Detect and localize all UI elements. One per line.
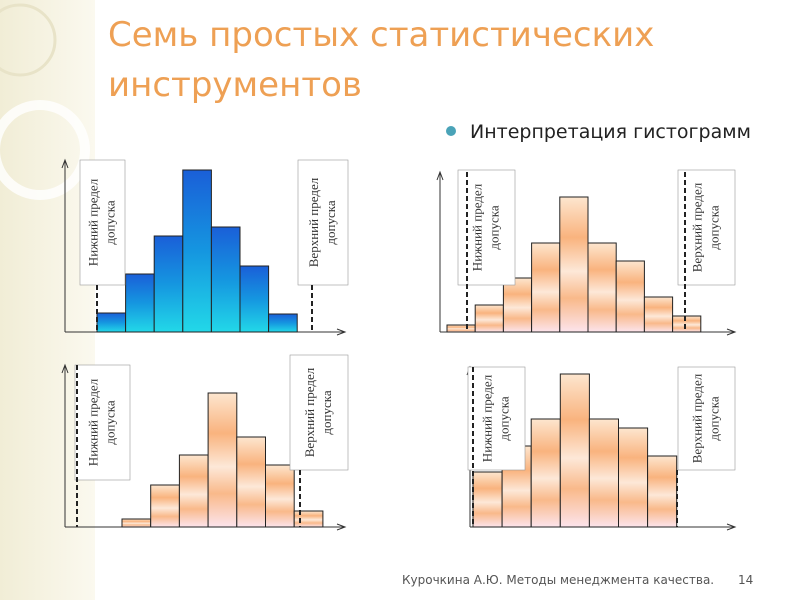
upper-limit-label: Верхний предел [689,373,704,463]
histogram-bar [265,464,295,528]
histogram-bar [502,277,533,333]
histogram-bar [182,169,212,333]
upper-limit-label: допуска [323,200,338,244]
upper-limit-box [289,354,349,471]
footer: Курочкина А.Ю. Методы менеджмента качест… [402,573,714,587]
histogram-bar [153,235,184,333]
histogram-bar [618,427,649,528]
bullet-dot [446,126,456,136]
lower-limit-label: допуска [486,205,501,249]
upper-limit-label: Верхний предел [306,177,321,267]
histogram-bar [474,304,504,333]
histogram-bar [236,436,267,528]
axis-arrow [436,170,444,181]
lower-limit-label: допуска [102,200,117,244]
histogram-bar [530,418,561,528]
histogram-bar [239,265,270,333]
histogram-bar [268,313,298,333]
histogram-bar [293,510,324,528]
axis-arrow [726,523,737,531]
lower-limit-label: допуска [496,396,511,440]
upper-limit-box [297,159,349,286]
lower-limit-label: допуска [102,400,117,444]
title-line: инструментов [108,65,362,105]
histogram-bar [96,312,127,333]
histogram-bar [647,455,678,528]
axis-arrow [726,328,737,336]
histogram-bar [643,296,674,333]
lower-limit-label: Нижний предел [85,178,100,266]
axis-arrow [336,523,347,531]
histogram-bar [531,242,561,333]
upper-limit-label: Верхний предел [689,182,704,272]
bullet-text: Интерпретация гистограмм [470,121,751,143]
upper-limit-label: допуска [706,205,721,249]
axis-arrow [61,363,69,374]
histogram-bar [207,392,238,528]
upper-limit-label: Верхний предел [302,367,317,457]
lower-limit-label: Нижний предел [479,374,494,462]
histogram-bar [446,324,476,333]
lower-limit-label: Нижний предел [85,378,100,466]
axis-arrow [336,328,347,336]
histogram-bar [588,418,620,528]
lower-limit-label: Нижний предел [469,183,484,271]
upper-limit-box [677,169,736,286]
upper-limit-box [677,366,736,471]
histogram-bar [150,484,180,528]
upper-limit-label: допуска [319,390,334,434]
histogram-bar [178,454,209,528]
decor-circle [0,3,57,77]
histogram-bar [125,273,155,333]
lower-limit-box [467,366,526,471]
histogram-bar [210,226,241,333]
histogram-bar [472,471,503,528]
lower-limit-box [79,159,126,286]
histogram-bar [615,260,645,333]
histogram-bar [559,373,590,528]
histogram-bar [587,242,617,333]
page-number: 14 [738,573,753,587]
upper-limit-label: допуска [706,396,721,440]
axis-arrow [61,158,69,169]
histogram-bar [672,315,702,333]
title-line: Семь простых статистических [108,15,654,55]
side-band [0,0,95,600]
lower-limit-box [74,364,131,481]
histogram-bar [559,196,589,333]
histogram-bar [121,518,152,528]
decor-circle [0,100,90,200]
